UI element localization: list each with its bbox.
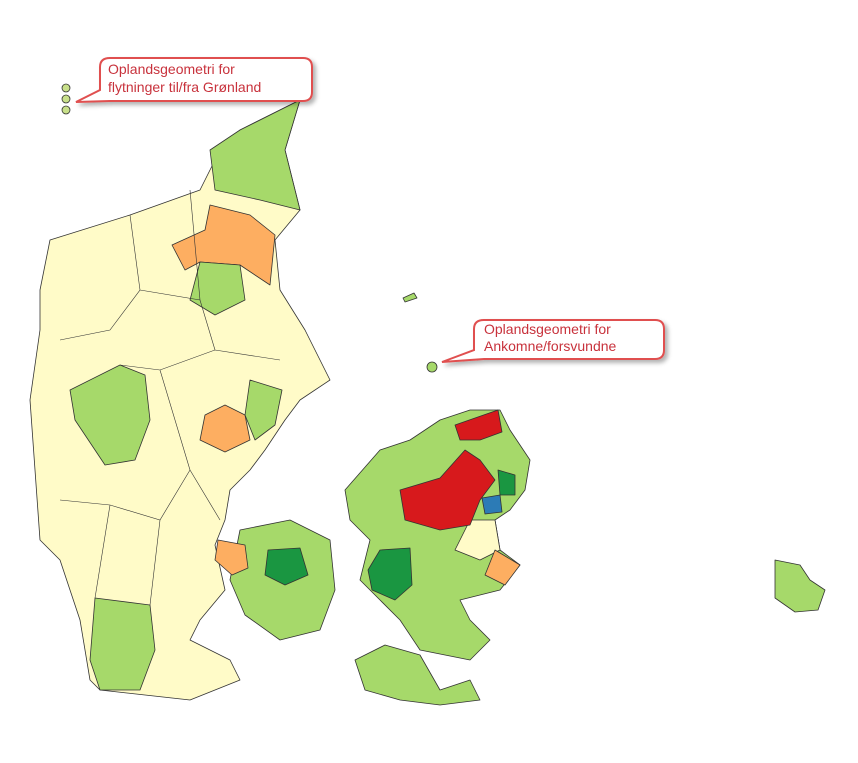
callout	[441, 319, 665, 363]
callout-text: flytninger til/fra Grønland	[108, 79, 261, 95]
region	[209, 99, 301, 211]
marker	[61, 105, 71, 115]
region	[481, 494, 503, 515]
lolland-falster	[354, 644, 481, 706]
region	[189, 261, 246, 316]
marker	[426, 361, 438, 373]
region	[497, 469, 516, 496]
region	[367, 547, 413, 601]
zealand	[344, 409, 531, 706]
marker	[61, 83, 71, 93]
region	[344, 409, 531, 661]
callout-text: Oplandsgeometri for	[108, 61, 235, 77]
region	[399, 449, 496, 531]
region	[454, 519, 501, 561]
callout-box	[75, 57, 313, 103]
callout-text: Ankomne/forsvundne	[484, 338, 617, 354]
callout-box	[441, 319, 665, 363]
region	[264, 547, 309, 586]
borders	[59, 189, 281, 606]
region	[484, 549, 521, 586]
callout-text: Oplandsgeometri for	[484, 321, 611, 337]
region	[244, 379, 283, 441]
marker	[61, 94, 71, 104]
bornholm	[774, 559, 826, 613]
region	[454, 409, 503, 441]
island	[402, 292, 418, 303]
funen	[214, 519, 336, 641]
region	[89, 597, 156, 691]
callout	[75, 57, 313, 103]
jutland	[29, 99, 331, 701]
region	[214, 539, 249, 576]
region	[69, 364, 151, 466]
